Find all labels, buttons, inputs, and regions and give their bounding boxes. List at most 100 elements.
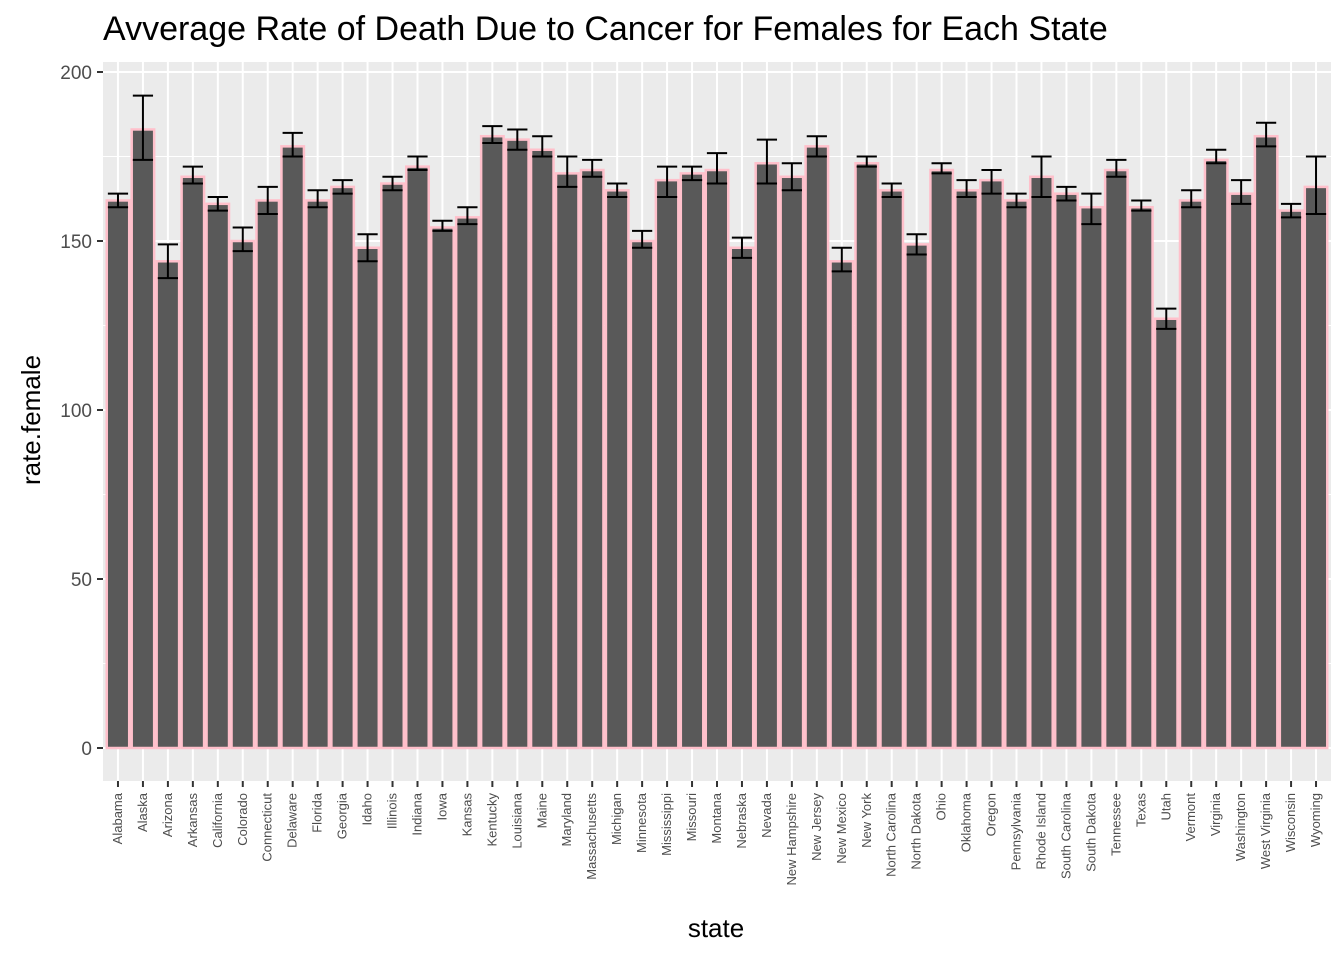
bar	[679, 172, 705, 750]
bar	[704, 168, 730, 750]
error-bar	[557, 155, 578, 188]
x-tick-label: New York	[859, 793, 874, 848]
bar	[1303, 185, 1329, 750]
error-bar	[1255, 121, 1277, 148]
error-bar	[632, 229, 653, 249]
bar	[105, 199, 131, 750]
error-bar	[1156, 307, 1177, 330]
x-tick-label: Montana	[709, 792, 724, 843]
error-bar	[1181, 189, 1202, 209]
bar	[979, 178, 1005, 750]
bar	[479, 134, 505, 750]
error-bar	[706, 152, 728, 185]
x-tick-label: Maryland	[559, 793, 574, 846]
x-axis-title: state	[688, 913, 744, 943]
error-bar	[781, 162, 802, 192]
bar	[429, 226, 455, 750]
error-bar	[956, 179, 977, 199]
bar	[654, 178, 680, 750]
bar	[604, 189, 630, 750]
x-tick-label: South Carolina	[1058, 792, 1073, 879]
bar	[629, 239, 655, 750]
bar	[205, 202, 231, 750]
chart-title: Avverage Rate of Death Due to Cancer for…	[103, 10, 1108, 48]
bar	[1078, 205, 1104, 750]
error-bar	[407, 155, 428, 172]
error-bar	[831, 246, 852, 273]
x-tick-label: North Carolina	[884, 792, 899, 877]
bar	[1278, 209, 1304, 750]
bar	[529, 148, 555, 750]
error-bar	[607, 182, 628, 199]
x-tick-label: Nebraska	[734, 792, 749, 848]
bars	[105, 128, 1329, 750]
error-bar	[1231, 179, 1252, 205]
error-bar	[207, 196, 228, 212]
error-bar	[357, 233, 378, 263]
error-bar	[756, 138, 778, 185]
bar	[1228, 192, 1254, 750]
error-bar	[432, 219, 453, 232]
bar	[454, 216, 480, 750]
error-bar	[232, 226, 253, 253]
x-tick-label: Kentucky	[484, 793, 499, 847]
error-bar	[1305, 155, 1327, 215]
x-tick-label: Oklahoma	[959, 792, 974, 852]
x-tick-label: California	[210, 792, 225, 848]
bar	[180, 175, 206, 750]
bar	[255, 199, 281, 750]
x-tick-label: Connecticut	[260, 793, 275, 862]
bar	[1028, 175, 1054, 750]
bar	[779, 175, 805, 750]
y-tick-label: 200	[60, 63, 92, 84]
x-tick-label: Idaho	[360, 793, 375, 826]
error-bar	[931, 162, 952, 175]
error-bar	[132, 94, 154, 161]
error-bar	[1131, 199, 1152, 212]
x-tick-label: Indiana	[409, 792, 424, 835]
x-tick-label: Alabama	[110, 792, 125, 844]
bar	[230, 239, 256, 750]
bar	[1178, 199, 1204, 750]
error-bar	[731, 236, 753, 259]
x-tick-label: Vermont	[1183, 793, 1198, 842]
error-bar	[656, 165, 678, 199]
y-tick-label: 100	[60, 401, 92, 422]
x-tick-label: Rhode Island	[1033, 793, 1048, 870]
error-bar	[307, 189, 328, 209]
bar	[1004, 199, 1029, 750]
bar	[305, 199, 331, 750]
x-axis: Alabama Alaska Arizona Arkansas California Co…	[110, 781, 1323, 885]
error-bar	[107, 192, 129, 209]
error-bar	[457, 206, 478, 226]
bar	[1253, 134, 1279, 750]
error-bar	[806, 135, 827, 158]
error-bar	[906, 233, 927, 256]
x-tick-label: Michigan	[609, 793, 624, 845]
bar	[1203, 158, 1229, 750]
bar	[929, 168, 955, 750]
x-tick-label: Nevada	[759, 792, 774, 838]
error-bar	[182, 165, 203, 185]
error-bar	[332, 179, 353, 195]
bar	[130, 128, 156, 750]
y-tick-label: 150	[60, 232, 92, 253]
x-tick-label: Maine	[534, 793, 549, 828]
x-tick-label: Illinois	[385, 793, 400, 830]
bar	[155, 260, 181, 750]
bar	[504, 138, 530, 750]
bar	[804, 145, 830, 750]
y-axis: 0 50 100 150 200	[60, 63, 103, 760]
error-bar	[856, 155, 877, 168]
bar	[829, 260, 855, 750]
bar	[405, 165, 430, 750]
error-bar	[1081, 192, 1102, 226]
x-tick-label: New Mexico	[834, 793, 849, 864]
bar	[355, 246, 381, 750]
error-bar	[981, 169, 1002, 195]
error-bar	[482, 125, 503, 144]
error-bars	[107, 94, 1327, 330]
x-tick-label: Delaware	[285, 793, 300, 848]
x-tick-label: New Hampshire	[784, 793, 799, 885]
